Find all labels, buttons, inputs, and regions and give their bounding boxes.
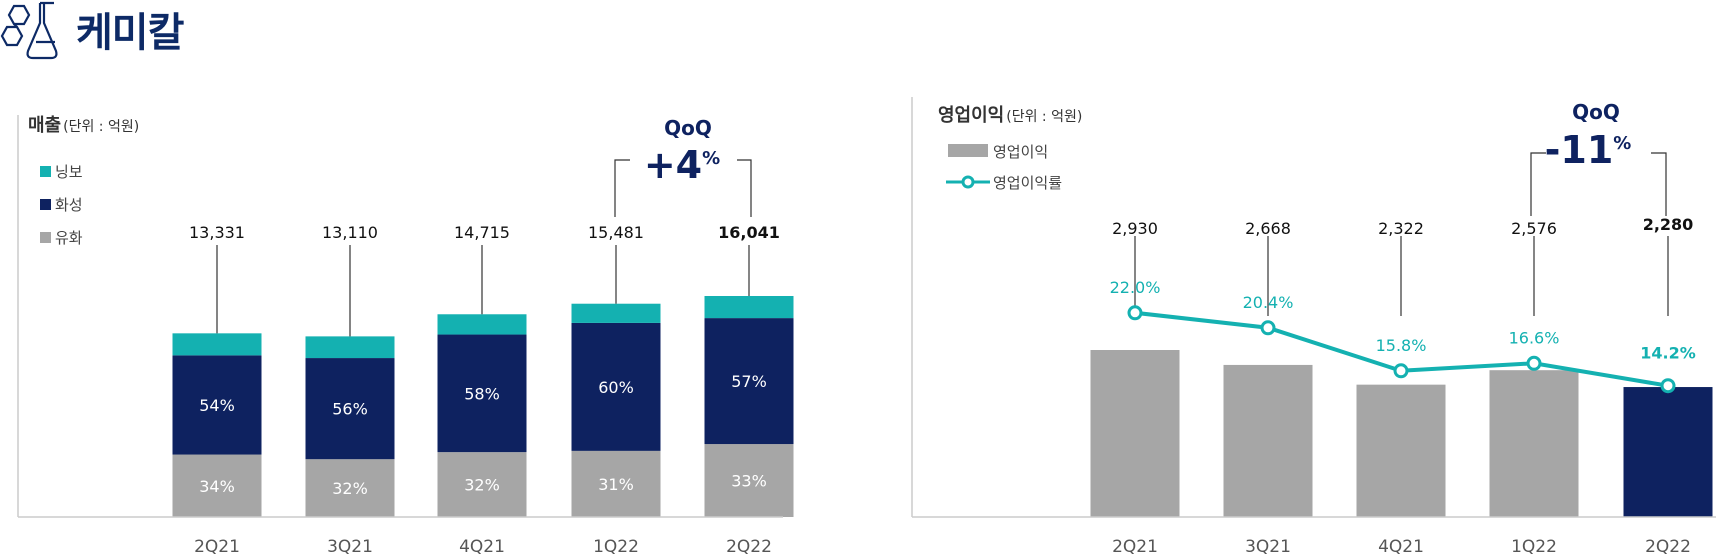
revenue-qoq-label: QoQ [664, 116, 712, 140]
revenue-x-tick-label: 2Q22 [726, 537, 772, 557]
revenue-bar-segment [437, 452, 527, 517]
revenue-segment-label: 60% [598, 378, 634, 397]
revenue-segment-label: 31% [598, 475, 634, 494]
revenue-segment-label: 58% [464, 384, 500, 403]
operating-profit-bars: 2,930 2Q21 2,668 3Q21 2,322 4Q21 2,576 1Q22 2,28… [1090, 215, 1713, 557]
revenue-total-label: 13,110 [322, 223, 378, 242]
revenue-bar-segment [305, 358, 395, 460]
revenue-qoq-value: +4% [644, 143, 720, 187]
revenue-bar-segment [172, 454, 262, 517]
revenue-total-label: 16,041 [718, 223, 780, 242]
operating-profit-bar [1356, 384, 1446, 517]
revenue-total-label: 14,715 [454, 223, 510, 242]
operating-profit-value-label: 2,930 [1112, 219, 1158, 238]
revenue-segment-label: 33% [731, 472, 767, 491]
revenue-total-label: 15,481 [588, 223, 644, 242]
operating-profit-legend-swatch [948, 144, 988, 157]
revenue-x-tick-label: 3Q21 [327, 537, 373, 557]
revenue-segment-label: 32% [464, 476, 500, 495]
header: 케미칼 [0, 0, 400, 70]
operating-profit-value-label: 2,576 [1511, 219, 1557, 238]
operating-profit-qoq-bracket-right [1651, 152, 1667, 216]
operating-profit-x-tick-label: 2Q21 [1112, 537, 1158, 557]
revenue-legend-label: 닝보 [55, 163, 83, 181]
operating-margin-line: 22.0% 20.4% 15.8% 16.6% 14.2% [1110, 278, 1696, 394]
revenue-bar-segment [571, 450, 661, 517]
operating-margin-point [1526, 355, 1542, 371]
operating-profit-value-label: 2,322 [1378, 219, 1424, 238]
operating-profit-bar [1489, 370, 1579, 517]
operating-profit-bar [1090, 350, 1180, 517]
revenue-bar-segment [172, 355, 262, 455]
revenue-segment-label: 56% [332, 400, 368, 419]
operating-profit-value-label: 2,668 [1245, 219, 1291, 238]
operating-margin-legend-label: 영업이익률 [993, 174, 1062, 192]
revenue-legend-swatch [40, 166, 51, 177]
revenue-bar-segment [305, 459, 395, 517]
operating-profit-value-label: 2,280 [1643, 215, 1694, 234]
operating-profit-qoq-callout: QoQ -11% [1530, 100, 1667, 216]
revenue-legend-label: 화성 [55, 196, 83, 214]
page-title: 케미칼 [76, 10, 184, 56]
operating-margin-legend-marker [961, 175, 975, 189]
operating-margin-point [1127, 305, 1143, 321]
revenue-bar-segment [571, 303, 661, 323]
revenue-total-label: 13,331 [189, 223, 245, 242]
revenue-segment-label: 54% [199, 396, 235, 415]
revenue-segment-label: 57% [731, 372, 767, 391]
revenue-bar-segment [305, 336, 395, 359]
revenue-segment-label: 34% [199, 477, 235, 496]
revenue-bar-segment [704, 296, 794, 319]
operating-margin-point [1393, 363, 1409, 379]
operating-profit-x-tick-label: 4Q21 [1378, 537, 1424, 557]
operating-profit-bar [1623, 387, 1713, 517]
revenue-x-tick-label: 4Q21 [459, 537, 505, 557]
operating-margin-point [1660, 378, 1676, 394]
revenue-segment-label: 32% [332, 479, 368, 498]
operating-profit-qoq-label: QoQ [1572, 100, 1620, 124]
revenue-x-tick-label: 1Q22 [593, 537, 639, 557]
revenue-bar-segment [172, 333, 262, 356]
operating-margin-label: 14.2% [1640, 344, 1696, 363]
operating-margin-point [1260, 320, 1276, 336]
operating-profit-legend-label: 영업이익 [993, 143, 1048, 161]
operating-margin-label: 16.6% [1509, 328, 1560, 347]
operating-margin-label: 22.0% [1110, 278, 1161, 297]
revenue-bar-segment [704, 444, 794, 517]
revenue-qoq-bracket-right [737, 159, 752, 217]
revenue-legend-swatch [40, 232, 51, 243]
operating-profit-x-tick-label: 2Q22 [1645, 537, 1691, 557]
revenue-legend-label: 유화 [55, 229, 83, 247]
revenue-bar-segment [704, 318, 794, 445]
operating-margin-label: 15.8% [1376, 336, 1427, 355]
operating-profit-chart-title: 영업이익 (단위 : 억원) [938, 105, 1082, 126]
revenue-bar-segment [437, 314, 527, 335]
operating-profit-qoq-value: -11% [1545, 128, 1632, 172]
operating-profit-x-tick-label: 3Q21 [1245, 537, 1291, 557]
operating-profit-qoq-bracket-left [1530, 152, 1546, 216]
revenue-chart-title: 매출 (단위 : 억원) [28, 115, 139, 136]
revenue-bar-segment [571, 322, 661, 451]
revenue-qoq-callout: QoQ +4% [614, 116, 752, 217]
revenue-legend-swatch [40, 199, 51, 210]
chemistry-flask-icon [0, 1, 58, 60]
revenue-bar-segment [437, 334, 527, 453]
revenue-bars: 34% 54% 13,331 2Q21 32% 56% 13,110 3Q21 32% 58% 14… [172, 223, 794, 557]
revenue-x-tick-label: 2Q21 [194, 537, 240, 557]
revenue-qoq-bracket-left [614, 159, 630, 217]
operating-profit-x-tick-label: 1Q22 [1511, 537, 1557, 557]
operating-profit-bar [1223, 364, 1313, 517]
operating-margin-label: 20.4% [1243, 293, 1294, 312]
